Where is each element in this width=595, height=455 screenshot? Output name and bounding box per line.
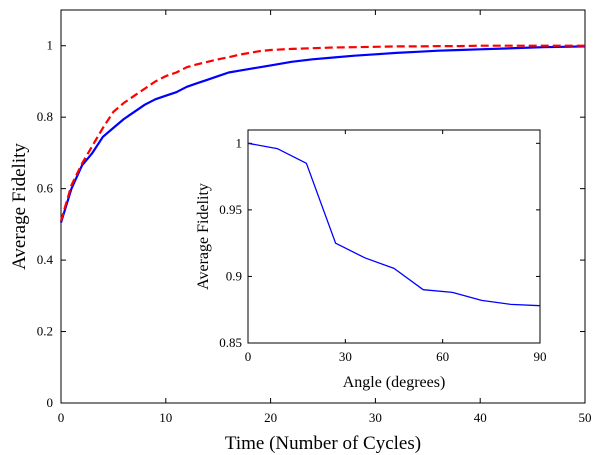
inset-x-tick-label: 30 (339, 349, 352, 364)
x-tick-label: 40 (474, 410, 487, 425)
y-tick-label: 0.4 (37, 252, 54, 267)
inset-x-tick-label: 90 (534, 349, 547, 364)
x-tick-label: 0 (58, 410, 65, 425)
x-tick-label: 30 (369, 410, 382, 425)
y-tick-label: 0 (47, 395, 54, 410)
x-tick-label: 20 (264, 410, 277, 425)
inset-x-tick-label: 0 (245, 349, 252, 364)
x-axis-label: Time (Number of Cycles) (225, 433, 421, 454)
inset-plot-frame (247, 129, 541, 344)
inset-x-tick-label: 60 (436, 349, 449, 364)
inset-y-tick-label: 0.95 (219, 202, 242, 217)
inset-chart: 0 30 60 90 0.85 0.9 0.95 1 Angle (degrees) Averag… (195, 129, 547, 391)
inset-x-axis-label: Angle (degrees) (343, 374, 446, 391)
y-tick-label: 0.6 (37, 181, 54, 196)
inset-y-tick-label: 0.9 (226, 268, 242, 283)
inset-series-line-solid (247, 142, 541, 307)
x-tick-label: 10 (159, 410, 172, 425)
inset-y-tick-label: 0.85 (219, 335, 242, 350)
y-tick-label: 1 (47, 38, 54, 53)
y-tick-label: 0.2 (37, 324, 53, 339)
x-tick-label: 50 (579, 410, 592, 425)
inset-y-axis-label: Average Fidelity (195, 183, 212, 290)
series-line-dashed (59, 44, 585, 222)
y-axis-label: Average Fidelity (9, 143, 30, 270)
inset-y-tick-label: 1 (236, 135, 243, 150)
series-line-solid (59, 45, 586, 223)
y-tick-label: 0.8 (37, 109, 53, 124)
